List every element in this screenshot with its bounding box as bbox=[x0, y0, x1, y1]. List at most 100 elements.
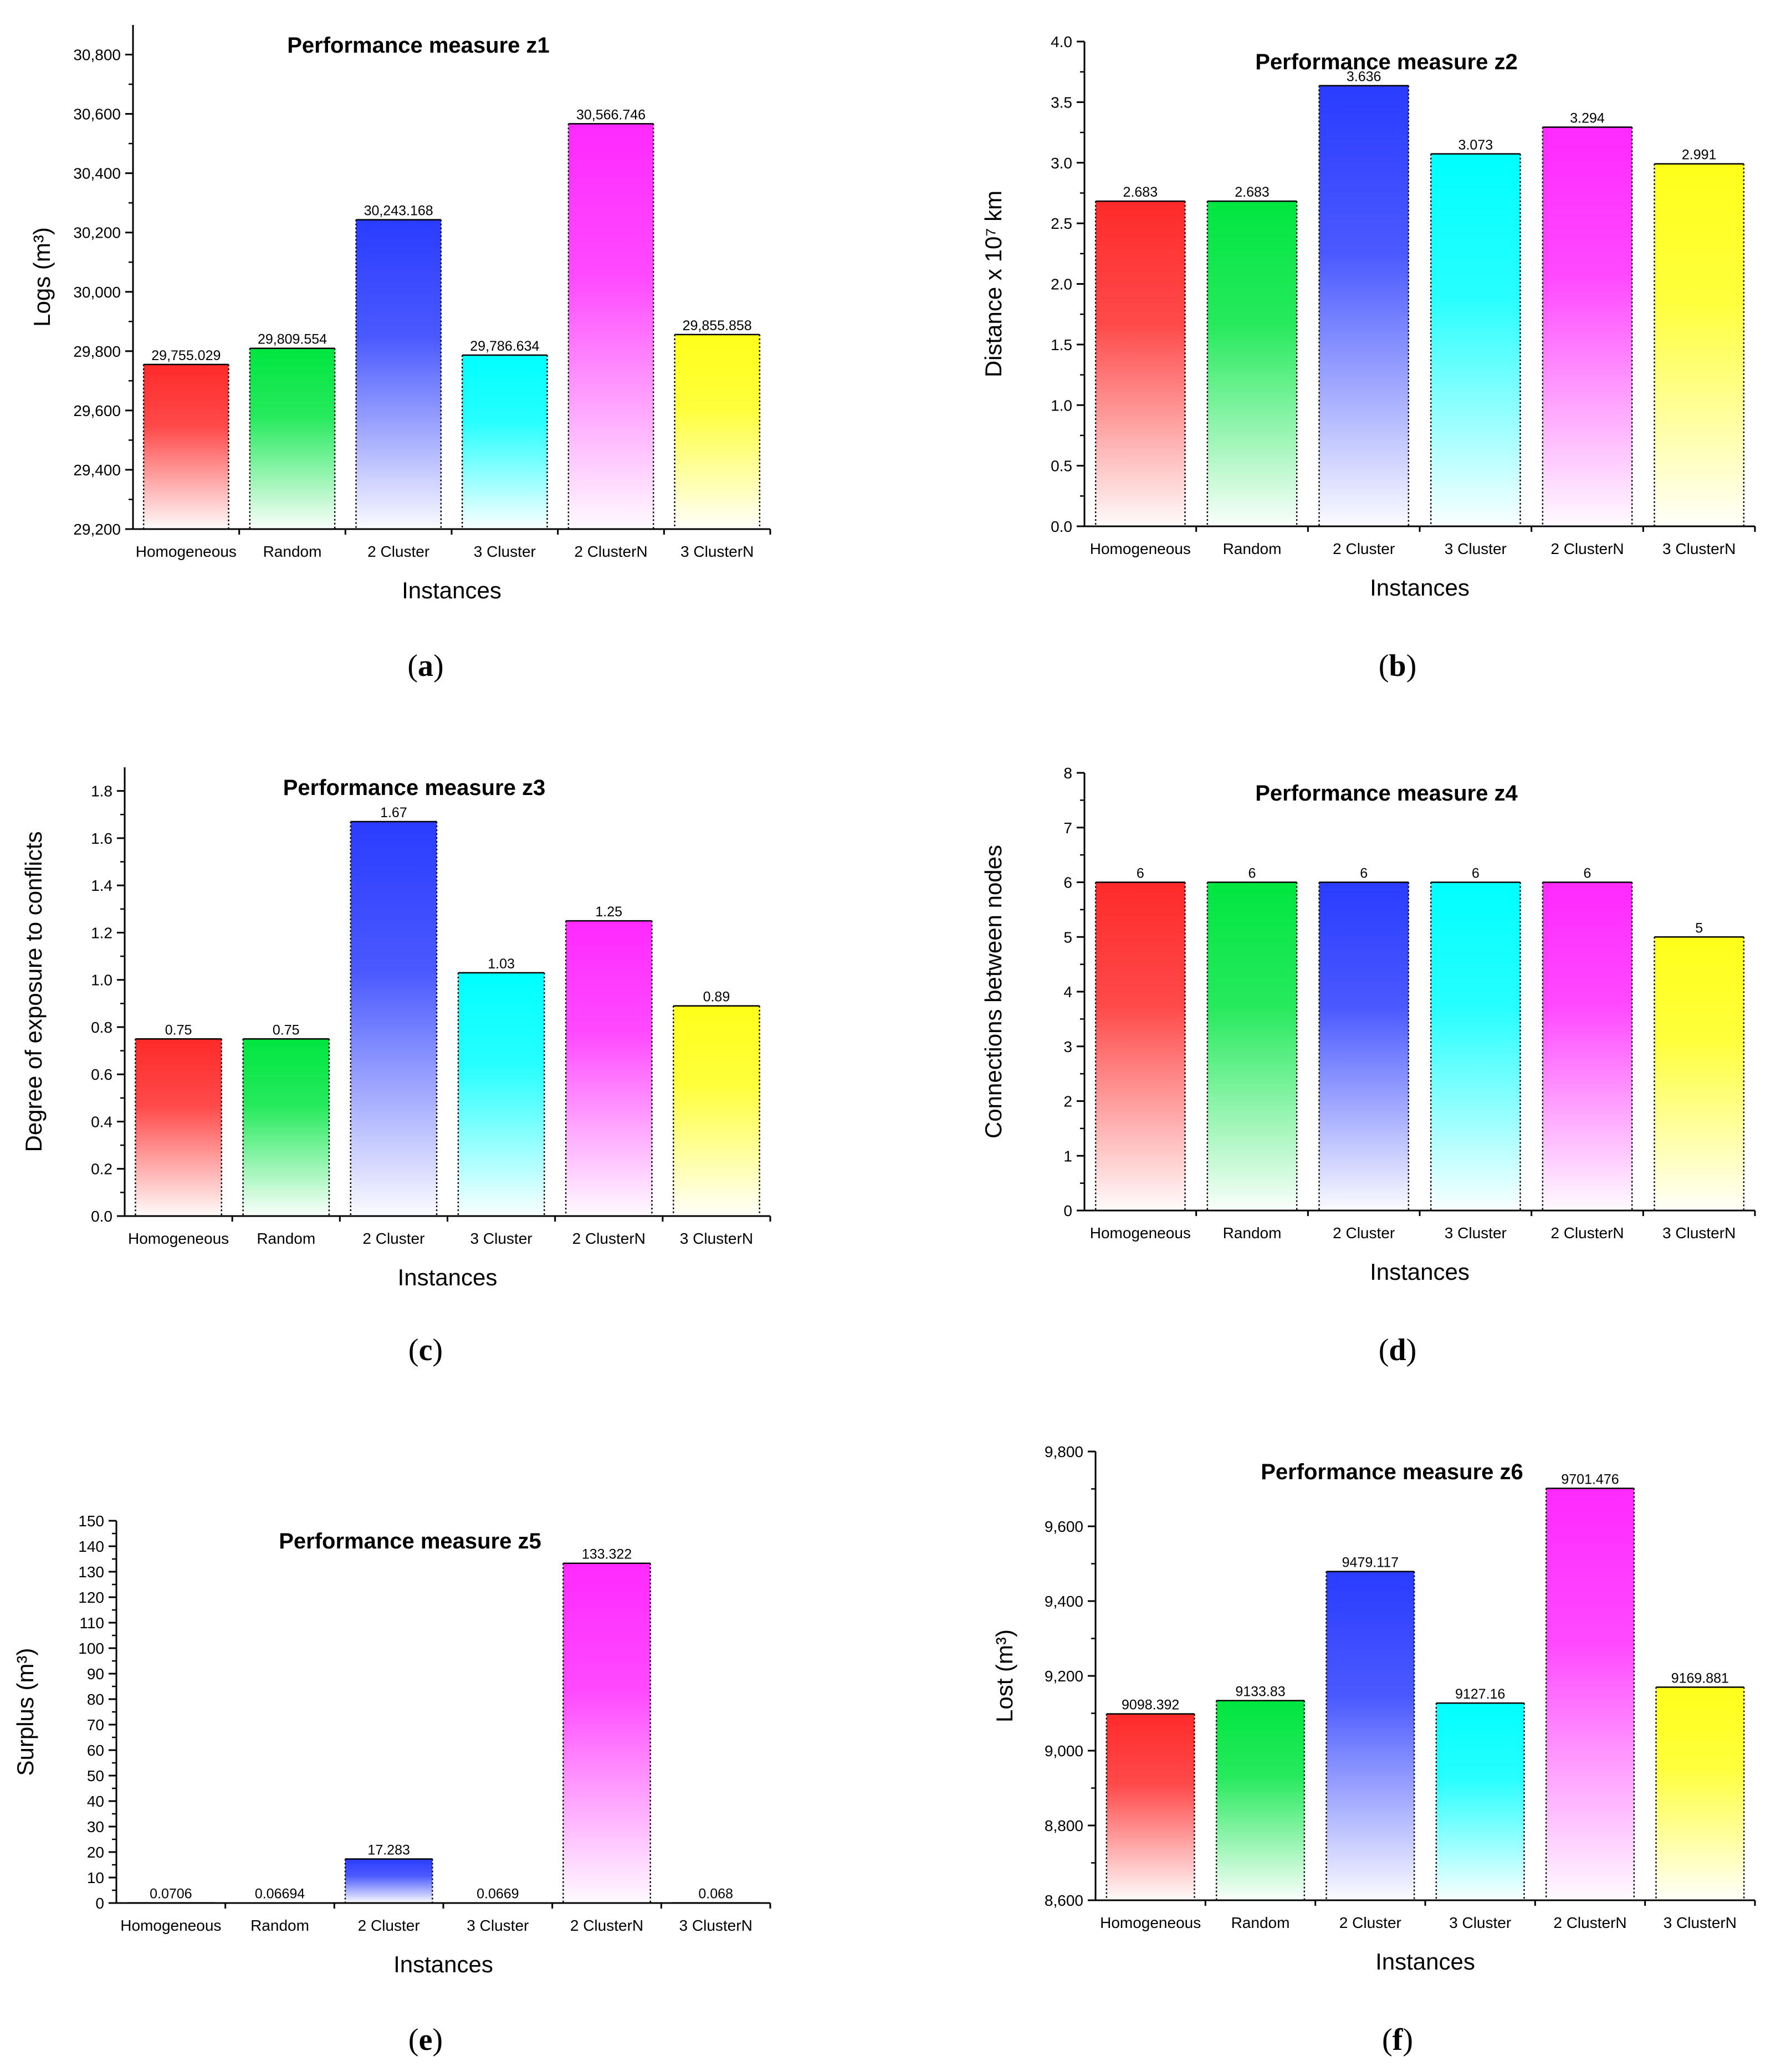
value-label-c-0: 0.75 bbox=[165, 1022, 192, 1038]
category-label-d-3: 3 Cluster bbox=[1445, 1224, 1507, 1242]
y-tick-label-e-11: 110 bbox=[79, 1614, 104, 1632]
value-label-d-0: 6 bbox=[1137, 866, 1144, 881]
chart-panel-c: Performance measure z3 0.75 Homogeneous 0.7… bbox=[0, 687, 890, 1368]
bar-d-5 bbox=[1654, 937, 1744, 1211]
bar-c-2 bbox=[350, 822, 437, 1216]
y-tick-label-c-4: 0.8 bbox=[91, 1019, 112, 1036]
value-label-e-2: 17.283 bbox=[367, 1842, 410, 1858]
y-tick-label-e-9: 90 bbox=[87, 1665, 104, 1683]
y-axis-label-b: Distance x 10⁷ km bbox=[980, 191, 1006, 377]
bar-d-0 bbox=[1096, 882, 1185, 1211]
value-label-f-1: 9133.83 bbox=[1235, 1684, 1285, 1700]
category-label-a-5: 3 ClusterN bbox=[680, 543, 754, 560]
bar-f-0 bbox=[1106, 1714, 1195, 1900]
category-label-c-4: 2 ClusterN bbox=[572, 1230, 646, 1247]
y-axis-label-e: Surplus (m³) bbox=[12, 1648, 38, 1776]
bar-a-3 bbox=[462, 355, 547, 529]
y-tick-label-b-4: 2.0 bbox=[1051, 276, 1072, 293]
category-label-d-4: 2 ClusterN bbox=[1550, 1224, 1624, 1242]
y-tick-label-e-13: 130 bbox=[78, 1563, 104, 1581]
bar-f-3 bbox=[1436, 1703, 1524, 1900]
category-label-b-2: 2 Cluster bbox=[1333, 540, 1395, 557]
x-axis-label-c: Instances bbox=[398, 1264, 498, 1290]
value-label-a-4: 30,566.746 bbox=[576, 107, 646, 122]
bar-e-4 bbox=[563, 1563, 651, 1903]
category-label-d-5: 3 ClusterN bbox=[1662, 1224, 1736, 1242]
value-label-a-5: 29,855.858 bbox=[683, 318, 752, 334]
y-tick-label-d-1: 1 bbox=[1063, 1147, 1072, 1165]
chart-svg-d: Performance measure z4 6 Homogeneous 6 Rando… bbox=[980, 765, 1756, 1285]
y-tick-label-a-2: 29,600 bbox=[73, 402, 121, 419]
y-tick-label-e-2: 20 bbox=[87, 1844, 104, 1861]
y-tick-label-a-5: 30,200 bbox=[73, 224, 121, 242]
y-axis-label-c: Degree of exposure to conflicts bbox=[21, 832, 47, 1152]
bar-e-2 bbox=[345, 1859, 433, 1903]
value-label-f-3: 9127.16 bbox=[1455, 1686, 1505, 1702]
x-axis-label-d: Instances bbox=[1370, 1259, 1470, 1285]
bar-c-4 bbox=[566, 921, 652, 1216]
y-tick-label-e-6: 60 bbox=[87, 1742, 104, 1759]
y-tick-label-e-0: 0 bbox=[95, 1895, 104, 1912]
category-label-f-1: Random bbox=[1231, 1914, 1290, 1931]
bar-c-1 bbox=[243, 1039, 329, 1216]
category-label-e-3: 3 Cluster bbox=[467, 1917, 529, 1934]
category-label-b-3: 3 Cluster bbox=[1445, 540, 1507, 557]
value-label-f-0: 9098.392 bbox=[1122, 1697, 1179, 1713]
category-label-e-5: 3 ClusterN bbox=[679, 1917, 753, 1934]
y-tick-label-a-3: 29,800 bbox=[73, 343, 121, 360]
y-tick-label-c-8: 1.6 bbox=[91, 830, 112, 847]
value-label-e-5: 0.068 bbox=[698, 1886, 733, 1902]
y-tick-label-c-0: 0.0 bbox=[91, 1208, 112, 1225]
chart-title-a: Performance measure z1 bbox=[287, 33, 550, 58]
y-tick-label-f-5: 9,600 bbox=[1045, 1518, 1083, 1535]
value-label-c-5: 0.89 bbox=[703, 989, 730, 1005]
y-tick-label-a-8: 30,800 bbox=[73, 47, 121, 64]
value-label-e-1: 0.06694 bbox=[255, 1886, 305, 1902]
value-label-d-1: 6 bbox=[1248, 866, 1256, 881]
chart-title-f: Performance measure z6 bbox=[1261, 1460, 1523, 1484]
bar-a-5 bbox=[674, 334, 760, 529]
y-tick-label-f-4: 9,400 bbox=[1045, 1593, 1083, 1610]
y-axis-label-a: Logs (m³) bbox=[29, 227, 55, 327]
caption-c: (c) bbox=[408, 1333, 443, 1367]
y-tick-label-e-1: 10 bbox=[87, 1869, 104, 1886]
y-tick-label-f-1: 8,800 bbox=[1045, 1817, 1083, 1834]
category-label-e-0: Homogeneous bbox=[120, 1917, 221, 1934]
category-label-b-4: 2 ClusterN bbox=[1550, 540, 1624, 557]
x-axis-label-e: Instances bbox=[393, 1951, 493, 1977]
value-label-b-4: 3.294 bbox=[1570, 110, 1605, 126]
category-label-f-2: 2 Cluster bbox=[1339, 1914, 1401, 1931]
category-label-f-5: 3 ClusterN bbox=[1664, 1914, 1737, 1931]
category-label-f-0: Homogeneous bbox=[1100, 1914, 1201, 1931]
bar-d-1 bbox=[1207, 882, 1297, 1211]
y-tick-label-c-5: 1.0 bbox=[91, 972, 112, 989]
y-tick-label-a-4: 30,000 bbox=[73, 284, 121, 301]
y-tick-label-b-0: 0.0 bbox=[1051, 518, 1072, 535]
y-tick-label-e-8: 80 bbox=[87, 1691, 104, 1708]
y-tick-label-d-8: 8 bbox=[1063, 765, 1072, 782]
bar-f-4 bbox=[1546, 1488, 1634, 1900]
value-label-c-2: 1.67 bbox=[380, 805, 407, 820]
x-axis-label-a: Instances bbox=[402, 577, 501, 603]
chart-svg-e: Performance measure z5 0.0706 Homogeneous 0… bbox=[12, 1512, 771, 1977]
y-tick-label-e-7: 70 bbox=[87, 1716, 104, 1733]
y-tick-label-b-2: 1.0 bbox=[1051, 397, 1072, 414]
y-tick-label-f-3: 9,200 bbox=[1045, 1668, 1083, 1685]
chart-panel-f: Performance measure z6 9098.392 Homogeneou… bbox=[890, 1374, 1781, 2055]
category-label-f-4: 2 ClusterN bbox=[1553, 1914, 1626, 1931]
chart-panel-b: Performance measure z2 2.683 Homogeneous 2.… bbox=[890, 0, 1781, 681]
chart-svg-f: Performance measure z6 9098.392 Homogeneou… bbox=[991, 1443, 1756, 1974]
category-label-a-4: 2 ClusterN bbox=[574, 543, 647, 560]
bar-d-2 bbox=[1319, 882, 1409, 1211]
category-label-a-0: Homogeneous bbox=[136, 543, 237, 560]
value-label-e-0: 0.0706 bbox=[150, 1886, 192, 1902]
bar-f-5 bbox=[1656, 1687, 1744, 1900]
bar-a-0 bbox=[144, 364, 229, 529]
category-label-b-0: Homogeneous bbox=[1090, 540, 1191, 557]
y-tick-label-d-6: 6 bbox=[1063, 874, 1072, 891]
y-tick-label-e-15: 150 bbox=[78, 1512, 104, 1530]
value-label-d-2: 6 bbox=[1360, 866, 1368, 881]
bar-c-5 bbox=[673, 1006, 760, 1216]
y-tick-label-e-14: 140 bbox=[78, 1538, 104, 1555]
y-tick-label-e-10: 100 bbox=[78, 1640, 104, 1657]
